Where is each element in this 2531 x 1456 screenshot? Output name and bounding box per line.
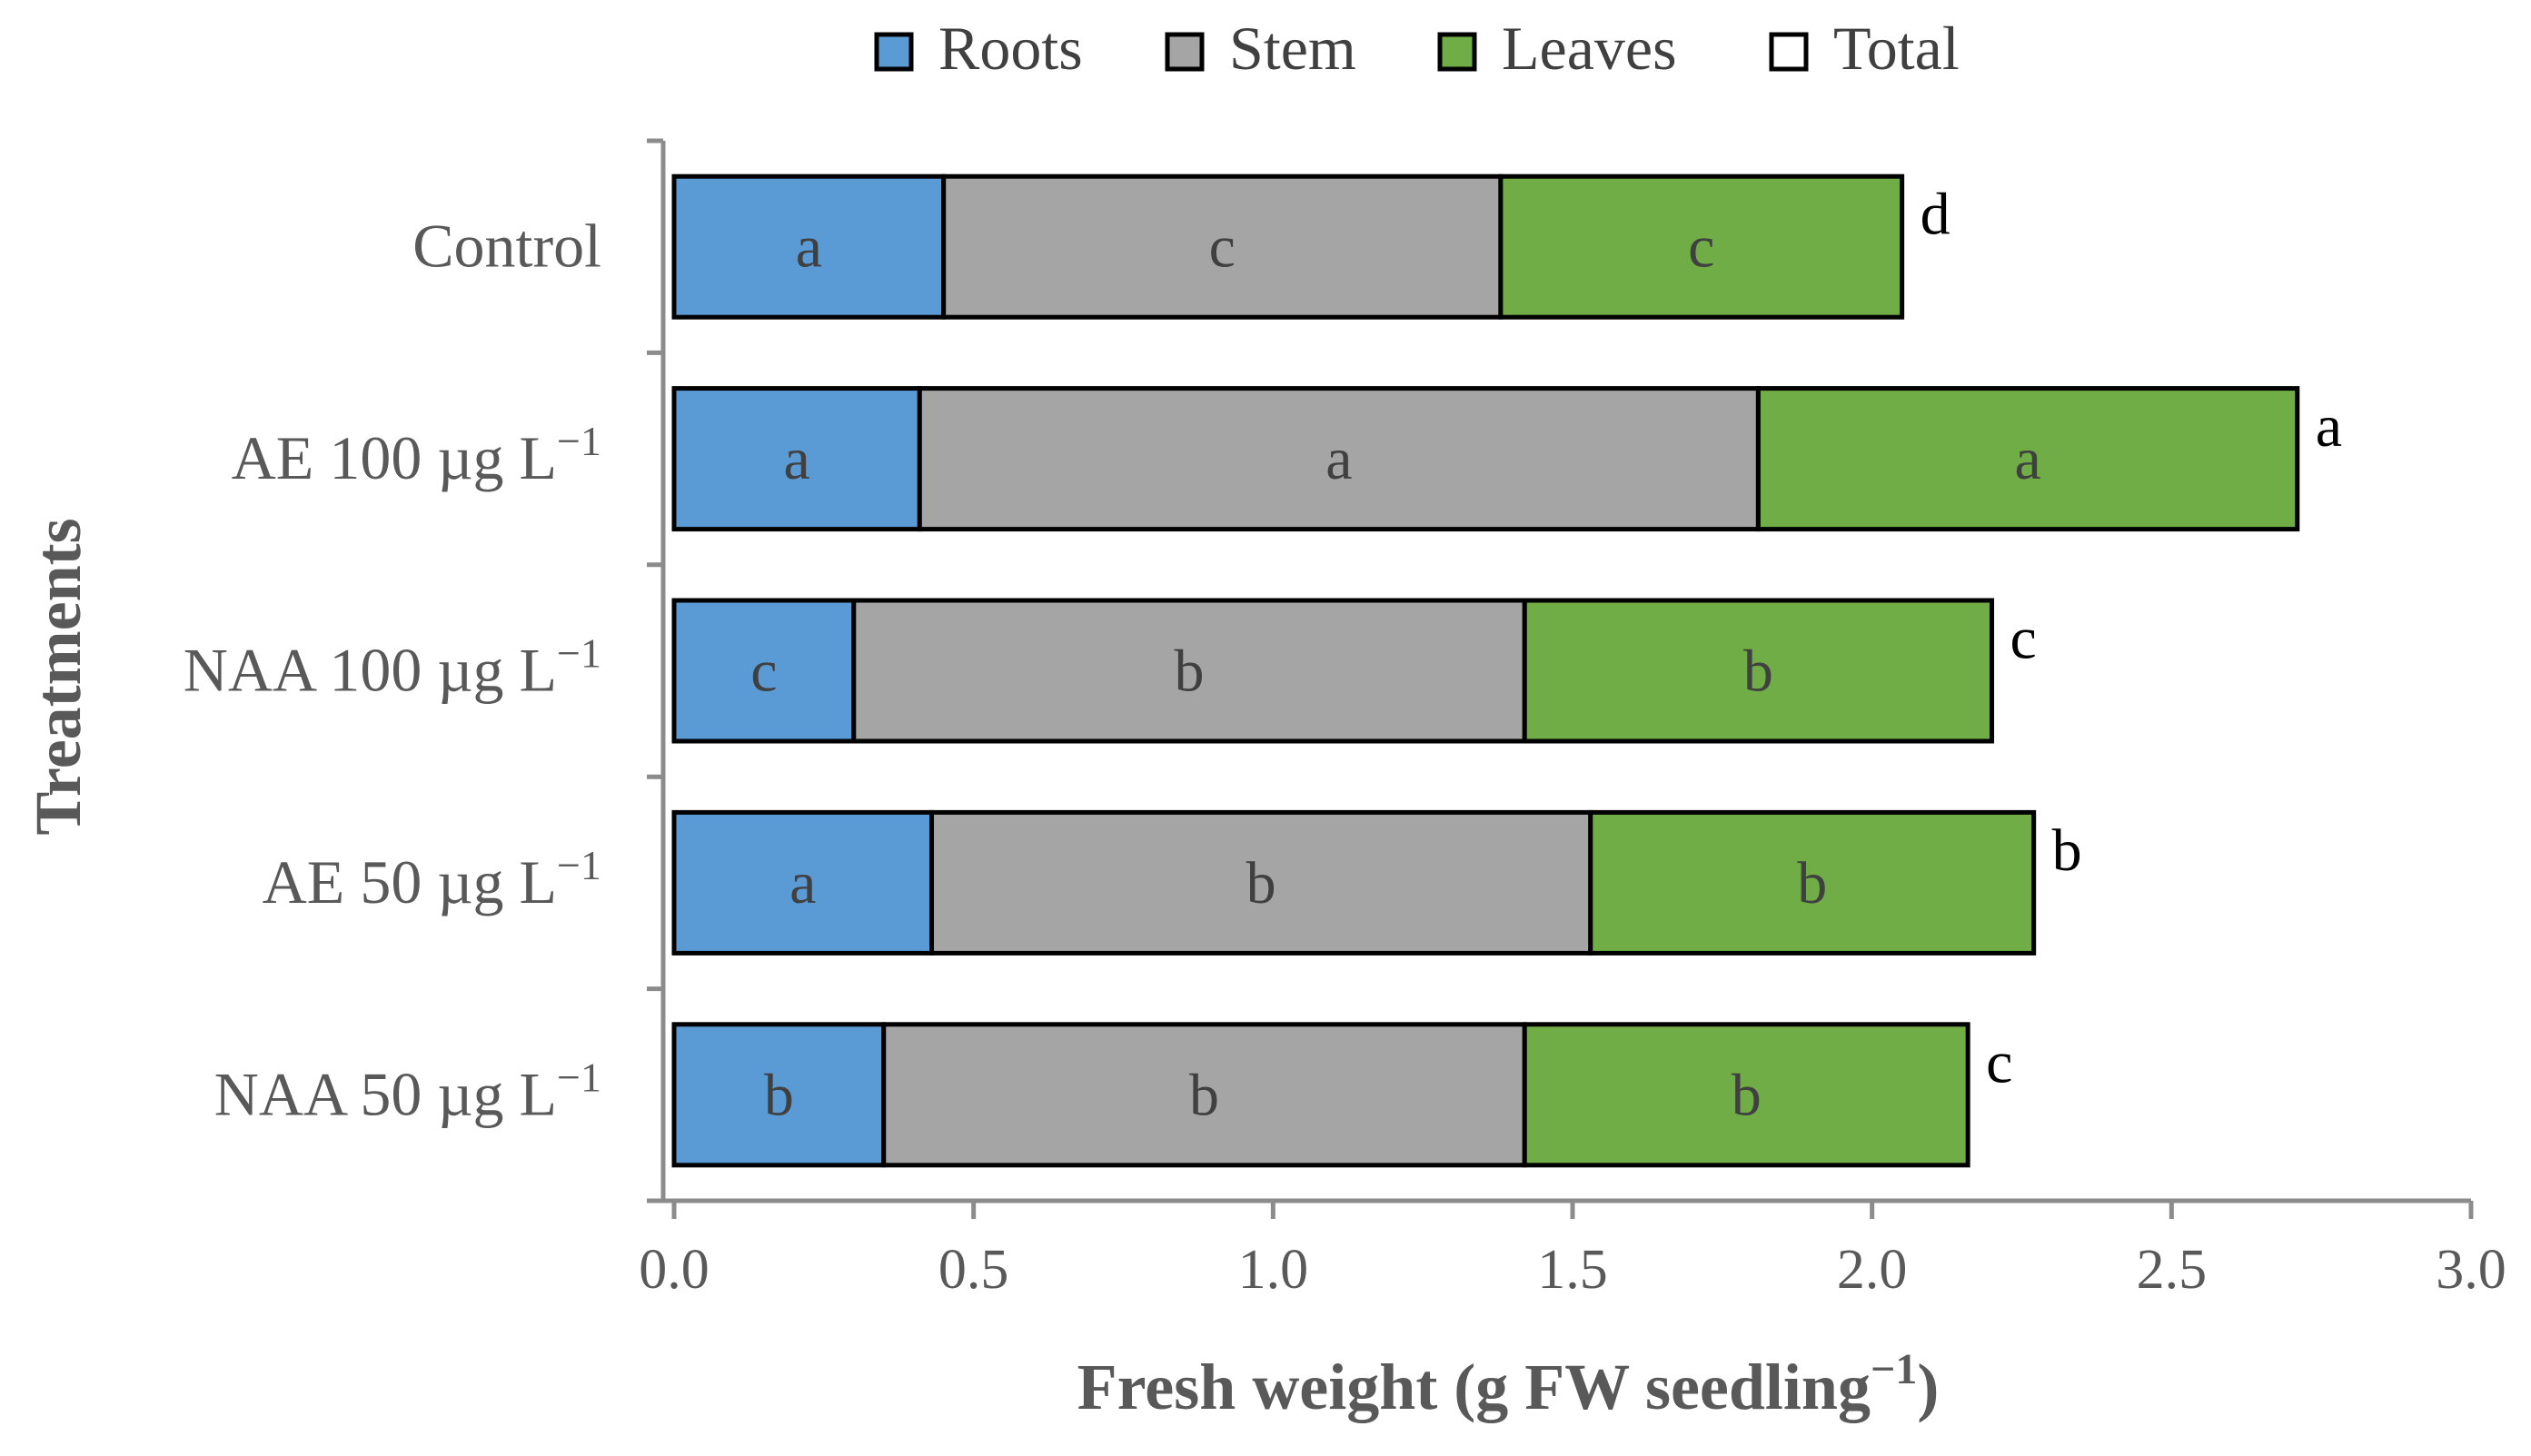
x-tick-label: 1.0 [1238,1239,1309,1301]
x-tick-label: 3.0 [2436,1239,2506,1301]
segment-letter-label: b [1189,1062,1219,1128]
category-label-superscript: −1 [557,1054,601,1100]
category-label-text: Control [412,212,601,281]
segment-letter-label: b [1246,850,1276,916]
category-label: AE 100 µg L−1 [232,418,601,492]
segment-letter-label: b [1732,1062,1762,1128]
bar-leaves [1588,809,2037,956]
legend: Roots Stem Leaves Total [874,14,1960,83]
category-label: Control [412,212,601,281]
legend-label-stem: Stem [1229,14,1356,83]
x-axis-title-suffix: ) [1917,1351,1939,1423]
segment-letter-label: a [789,850,816,916]
x-tick-label: 2.5 [2137,1239,2208,1301]
bar-stem [917,386,1761,532]
legend-swatch-stem [1165,32,1205,72]
segment-letter-label: b [1743,639,1773,705]
legend-swatch-leaves [1437,32,1477,72]
category-label: NAA 50 µg L−1 [214,1054,601,1128]
category-label-text: NAA 100 µg L [184,636,557,705]
x-axis-title: Fresh weight (g FW seedling−1) [1077,1345,1940,1423]
bar-leaves [1522,598,1995,744]
total-letter-label: d [1921,182,1950,248]
bars: a c c d a a a a c b b c a b b b b b b c [671,173,2342,1168]
legend-label-leaves: Leaves [1502,14,1677,83]
category-label-text: AE 50 µg L [263,847,557,916]
segment-letter-label: a [784,426,810,492]
bar-leaves [1498,173,1905,320]
x-tick-label: 2.0 [1837,1239,1908,1301]
category-label-superscript: −1 [557,418,601,464]
x-axis-title-text: Fresh weight (g FW seedling [1077,1351,1871,1423]
total-letter-label: b [2052,817,2082,884]
x-axis-title-superscript: −1 [1871,1345,1917,1393]
legend-swatch-total [1769,32,1809,72]
legend-swatch-roots [874,32,914,72]
bar-leaves [1755,386,2300,532]
bar-stem [881,1022,1527,1168]
total-letter-label: a [2316,393,2342,460]
category-label: NAA 100 µg L−1 [184,630,601,705]
total-letter-label: c [1986,1029,2012,1095]
category-label-text: AE 100 µg L [232,423,557,492]
total-letter-label: c [2010,606,2037,672]
category-label-superscript: −1 [557,630,601,677]
bar-stem [941,173,1504,320]
segment-letter-label: c [1688,214,1714,281]
segment-letter-label: c [1209,214,1236,281]
segment-letter-label: a [2014,426,2040,492]
segment-letter-label: b [1175,639,1205,705]
category-label-superscript: −1 [557,842,601,888]
bar-roots [671,1022,887,1168]
segment-letter-label: a [796,214,822,281]
x-tick-label: 1.5 [1537,1239,1608,1301]
y-axis-title: Treatments [22,518,94,835]
segment-letter-label: b [1797,850,1827,916]
category-label-text: NAA 50 µg L [214,1059,557,1128]
segment-letter-label: a [1325,426,1352,492]
bar-leaves [1522,1022,1970,1168]
bar-roots [671,598,857,744]
segment-letter-label: b [764,1062,794,1128]
bar-roots [671,809,935,956]
segment-letter-label: c [750,639,777,705]
legend-label-total: Total [1833,14,1960,83]
x-tick-label: 0.0 [639,1239,710,1301]
x-tick-label: 0.5 [938,1239,1009,1301]
bar-stem [851,598,1527,744]
legend-label-roots: Roots [938,14,1083,83]
bar-roots [671,173,947,320]
category-label: AE 50 µg L−1 [263,842,601,916]
